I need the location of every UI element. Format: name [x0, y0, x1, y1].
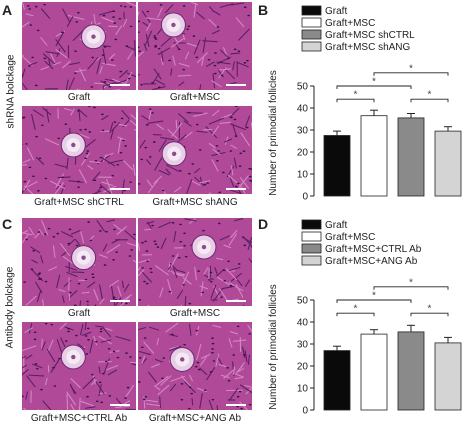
panel-letter-a: A — [2, 2, 13, 18]
legend-swatch — [301, 41, 322, 52]
significance-bracket — [410, 312, 449, 317]
y-tick-label: 40 — [297, 318, 309, 329]
micrograph-a3 — [22, 106, 136, 194]
legend-label: Graft+MSC shCTRL — [325, 30, 415, 41]
significance-bracket — [336, 98, 375, 103]
panel-letter-c: C — [2, 216, 13, 232]
micrograph-a4 — [138, 106, 252, 194]
legend-label: Graft+MSC+CTRL Ab — [325, 244, 422, 255]
y-tick-label: 40 — [297, 104, 309, 115]
caption-a1: Graft — [67, 92, 91, 103]
y-axis-label: Number of primodial follicles — [268, 70, 279, 196]
legend-label: Graft+MSC+ANG Ab — [325, 256, 418, 267]
significance-star: * — [372, 77, 376, 88]
y-tick-label: 0 — [302, 192, 308, 203]
caption-a2: Graft+MSC — [169, 92, 221, 103]
y-tick-label: 0 — [302, 406, 308, 417]
tissue-texture — [22, 322, 136, 410]
y-tick-label: 30 — [297, 340, 309, 351]
significance-bracket — [336, 85, 412, 89]
significance-star: * — [354, 304, 358, 315]
y-tick-label: 50 — [297, 296, 309, 307]
y-tick-label: 50 — [297, 82, 309, 93]
y-tick-label: 30 — [297, 126, 309, 137]
significance-bracket — [336, 299, 412, 303]
tissue-texture — [138, 322, 252, 410]
caption-a4: Graft+MSC shANG — [152, 197, 238, 208]
scale-bar — [226, 84, 246, 86]
side-label-a: shRNA bolckage — [5, 54, 17, 129]
bar-0 — [323, 350, 351, 411]
scale-bar — [226, 188, 246, 190]
legend-swatch — [301, 243, 322, 254]
scale-bar — [226, 404, 246, 406]
y-tick-label: 20 — [297, 362, 309, 373]
significance-bracket — [336, 312, 375, 317]
legend-label: Graft — [325, 220, 347, 231]
significance-star: * — [409, 277, 413, 288]
caption-c3: Graft+MSC+CTRL Ab — [30, 413, 128, 424]
y-axis-label: Number of primodial follicles — [268, 284, 279, 410]
tissue-texture — [138, 218, 252, 306]
side-label-c: Antibody bolckage — [4, 266, 16, 349]
scale-bar — [110, 188, 130, 190]
bar-3 — [434, 130, 462, 197]
tissue-texture — [22, 106, 136, 194]
significance-star: * — [428, 304, 432, 315]
caption-c4: Graft+MSC+ANG Ab — [148, 413, 242, 424]
bar-3 — [434, 342, 462, 411]
tissue-texture — [22, 218, 136, 306]
panel-letter-b: B — [258, 2, 269, 18]
micrograph-c1 — [22, 218, 136, 306]
legend-swatch — [301, 231, 322, 242]
scale-bar — [226, 300, 246, 302]
legend-label: Graft+MSC — [325, 232, 375, 243]
micrograph-a1 — [22, 2, 136, 90]
tissue-texture — [138, 106, 252, 194]
caption-a3: Graft+MSC shCTRL — [34, 197, 124, 208]
significance-bracket — [410, 98, 449, 103]
micrograph-c4 — [138, 322, 252, 410]
significance-star: * — [428, 90, 432, 101]
tissue-texture — [138, 2, 252, 90]
legend-label: Graft+MSC — [325, 18, 375, 29]
bar-0 — [323, 135, 351, 197]
bar-1 — [360, 333, 388, 411]
significance-star: * — [354, 90, 358, 101]
scale-bar — [110, 404, 130, 406]
micrograph-c2 — [138, 218, 252, 306]
legend-label: Graft — [325, 6, 347, 17]
significance-bracket — [373, 72, 449, 76]
caption-c2: Graft+MSC — [169, 308, 221, 319]
y-tick-label: 10 — [297, 170, 309, 181]
bar-2 — [397, 331, 425, 411]
significance-bracket — [373, 286, 449, 290]
bar-1 — [360, 115, 388, 197]
panel-letter-d: D — [258, 216, 269, 232]
tissue-texture — [22, 2, 136, 90]
micrograph-c3 — [22, 322, 136, 410]
scale-bar — [110, 300, 130, 302]
scale-bar — [110, 84, 130, 86]
y-tick-label: 10 — [297, 384, 309, 395]
bar-2 — [397, 117, 425, 197]
legend-swatch — [301, 17, 322, 28]
significance-star: * — [409, 63, 413, 74]
caption-c1: Graft — [67, 308, 91, 319]
micrograph-a2 — [138, 2, 252, 90]
legend-swatch — [301, 219, 322, 230]
legend-label: Graft+MSC shANG — [325, 42, 411, 53]
legend-swatch — [301, 255, 322, 266]
y-tick-label: 20 — [297, 148, 309, 159]
legend-swatch — [301, 29, 322, 40]
legend-swatch — [301, 5, 322, 16]
significance-star: * — [372, 291, 376, 302]
